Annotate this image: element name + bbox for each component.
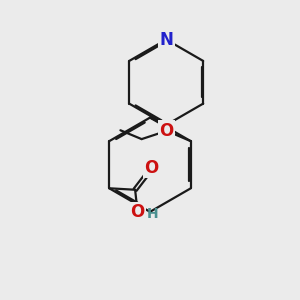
Text: O: O bbox=[144, 159, 158, 177]
Text: N: N bbox=[159, 31, 173, 49]
Text: O: O bbox=[160, 122, 174, 140]
Text: O: O bbox=[130, 203, 145, 221]
Text: H: H bbox=[146, 207, 158, 221]
